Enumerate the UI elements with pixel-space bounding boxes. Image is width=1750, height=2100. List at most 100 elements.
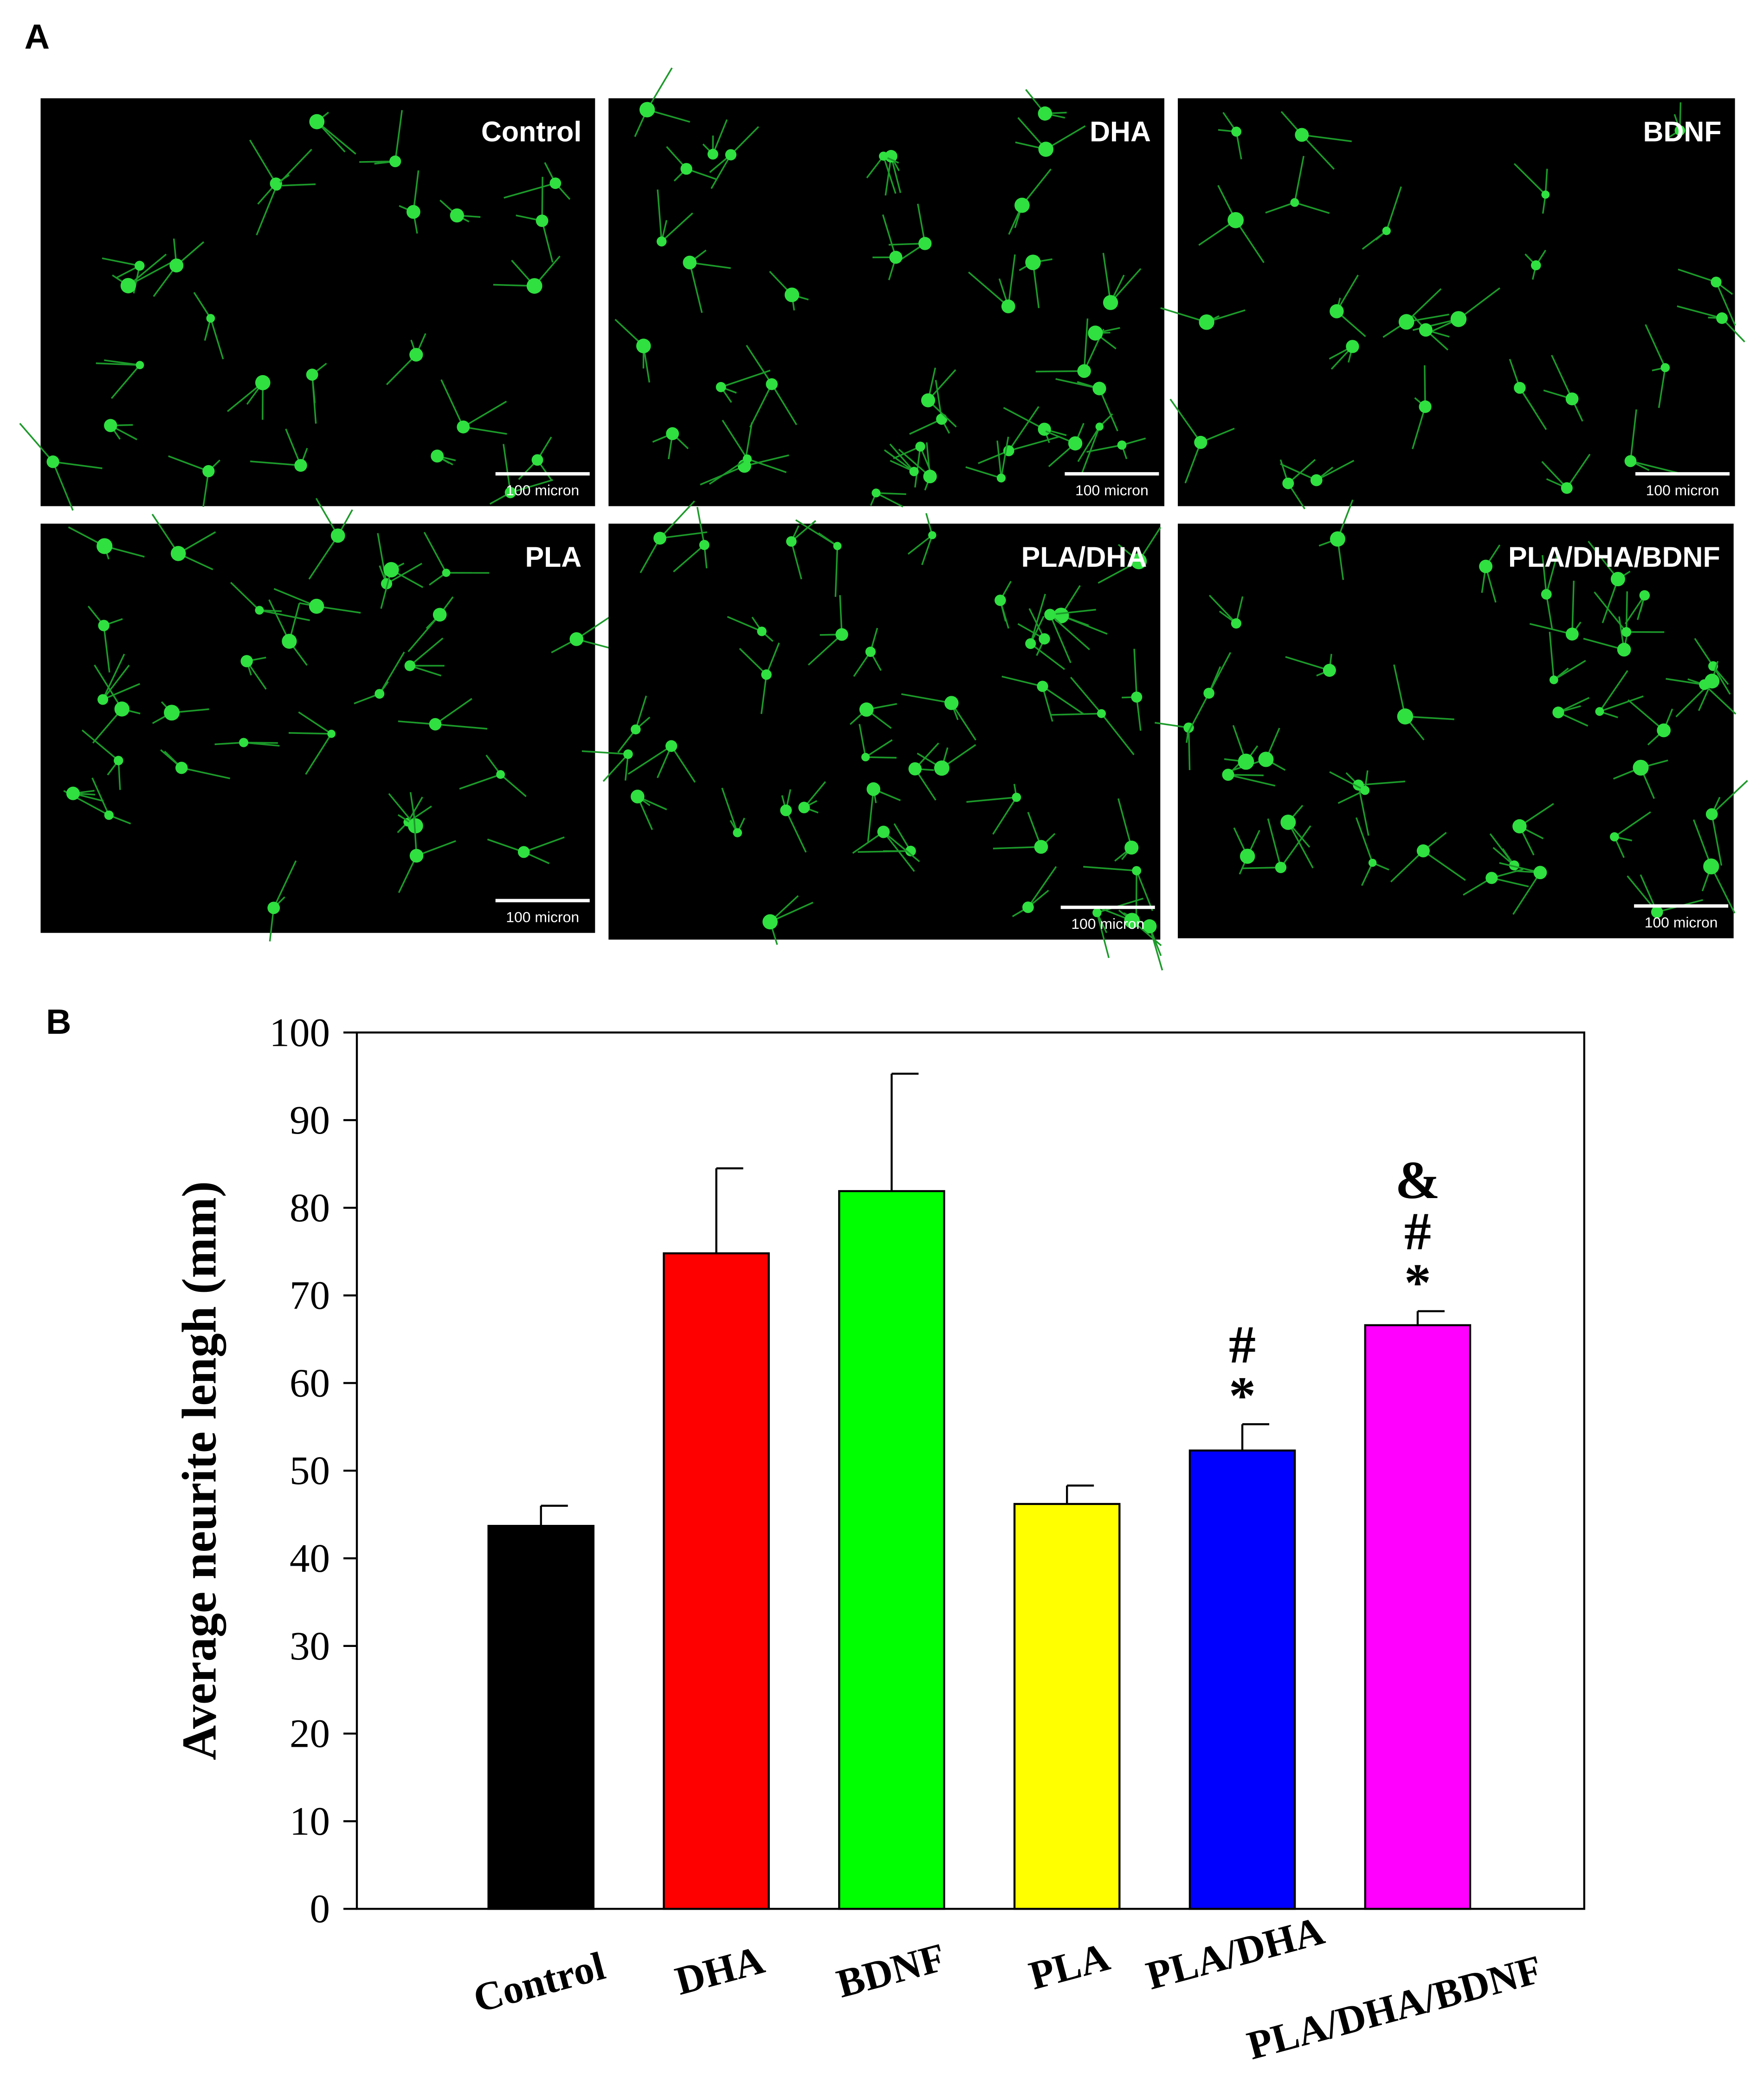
neurite (1393, 664, 1406, 717)
neurite (710, 154, 732, 189)
neurite (1627, 699, 1665, 731)
neurite (883, 831, 915, 872)
neurite (276, 149, 312, 187)
neurite (769, 901, 814, 923)
neurite (1001, 675, 1043, 687)
cell (1132, 866, 1142, 875)
cell (569, 632, 584, 646)
cell (98, 620, 110, 631)
significance-mark: * (1229, 1366, 1256, 1426)
cell (1022, 901, 1034, 913)
neurite (1544, 169, 1548, 195)
neurite (1614, 811, 1651, 838)
neurite (1361, 862, 1374, 886)
neurite (730, 126, 759, 156)
cell (1053, 608, 1069, 623)
cell (1621, 627, 1632, 637)
neurite (398, 720, 436, 725)
neurite (503, 444, 511, 493)
cell (1419, 323, 1433, 337)
neurite (1406, 288, 1442, 323)
neurite (1242, 867, 1281, 869)
bar (487, 1525, 594, 1910)
cell (656, 236, 667, 246)
neurite (1390, 850, 1424, 882)
neurite (627, 745, 672, 775)
neurite (909, 418, 942, 435)
cell (666, 427, 679, 441)
neurite (1135, 870, 1137, 919)
cell (1610, 832, 1619, 842)
neurite (639, 538, 661, 573)
neurite (423, 531, 447, 573)
neurite (889, 443, 915, 472)
cell (135, 260, 145, 271)
neurite (1007, 254, 1016, 307)
neurite (690, 261, 731, 269)
neurite (839, 595, 843, 635)
cell (1258, 752, 1274, 767)
neurite (950, 702, 977, 741)
cell (923, 469, 937, 484)
y-tick-label: 10 (290, 1798, 330, 1843)
neurite (1583, 637, 1625, 651)
cell (1512, 819, 1527, 834)
neurite (1549, 631, 1555, 680)
neurite (1287, 459, 1316, 484)
panel-label: B (46, 1002, 71, 1041)
cell (164, 705, 180, 721)
cell (631, 790, 645, 804)
bar (1013, 1503, 1121, 1910)
neurite (1630, 460, 1683, 475)
neurite (19, 422, 54, 462)
cell (375, 689, 385, 699)
neurite (1541, 461, 1568, 489)
cell (1530, 260, 1541, 271)
neurite (1027, 866, 1057, 908)
cell (1222, 768, 1234, 781)
cell (623, 749, 633, 759)
cell (1037, 681, 1048, 692)
y-tick-label: 0 (310, 1886, 330, 1931)
cell (859, 702, 874, 717)
neurite (661, 212, 693, 242)
cell (1479, 559, 1493, 573)
neurite (744, 454, 789, 467)
cell (653, 531, 666, 545)
cell (1025, 638, 1036, 649)
cell (114, 701, 129, 717)
neurite (1265, 201, 1295, 214)
neurite (722, 420, 748, 460)
neurite (996, 441, 1002, 478)
cell (1038, 422, 1051, 436)
neurite (500, 774, 527, 797)
neurite (859, 724, 866, 758)
cell (1330, 304, 1344, 318)
neurite (807, 634, 843, 666)
neurite (277, 183, 316, 187)
neurite (791, 520, 816, 542)
neurite (523, 836, 565, 853)
neurite (1301, 134, 1335, 170)
neurite (463, 426, 507, 435)
neurite (992, 797, 1017, 835)
cell (877, 825, 890, 838)
neurite (1008, 435, 1060, 452)
cell (1549, 675, 1558, 685)
cell (1541, 190, 1550, 199)
cell (1012, 792, 1021, 802)
cell (1097, 709, 1106, 718)
cell (66, 786, 80, 800)
cell (934, 760, 949, 776)
cell (1280, 814, 1296, 830)
significance-mark: * (1404, 1253, 1431, 1312)
image-label: BDNF (1643, 116, 1721, 147)
cell (1711, 276, 1722, 288)
scale-bar-label: 100 micron (1071, 915, 1144, 932)
cell (406, 205, 420, 219)
cell (1194, 435, 1208, 449)
cell (450, 208, 464, 223)
cell (996, 473, 1006, 483)
neurite (673, 544, 705, 573)
neurite (1228, 774, 1276, 787)
